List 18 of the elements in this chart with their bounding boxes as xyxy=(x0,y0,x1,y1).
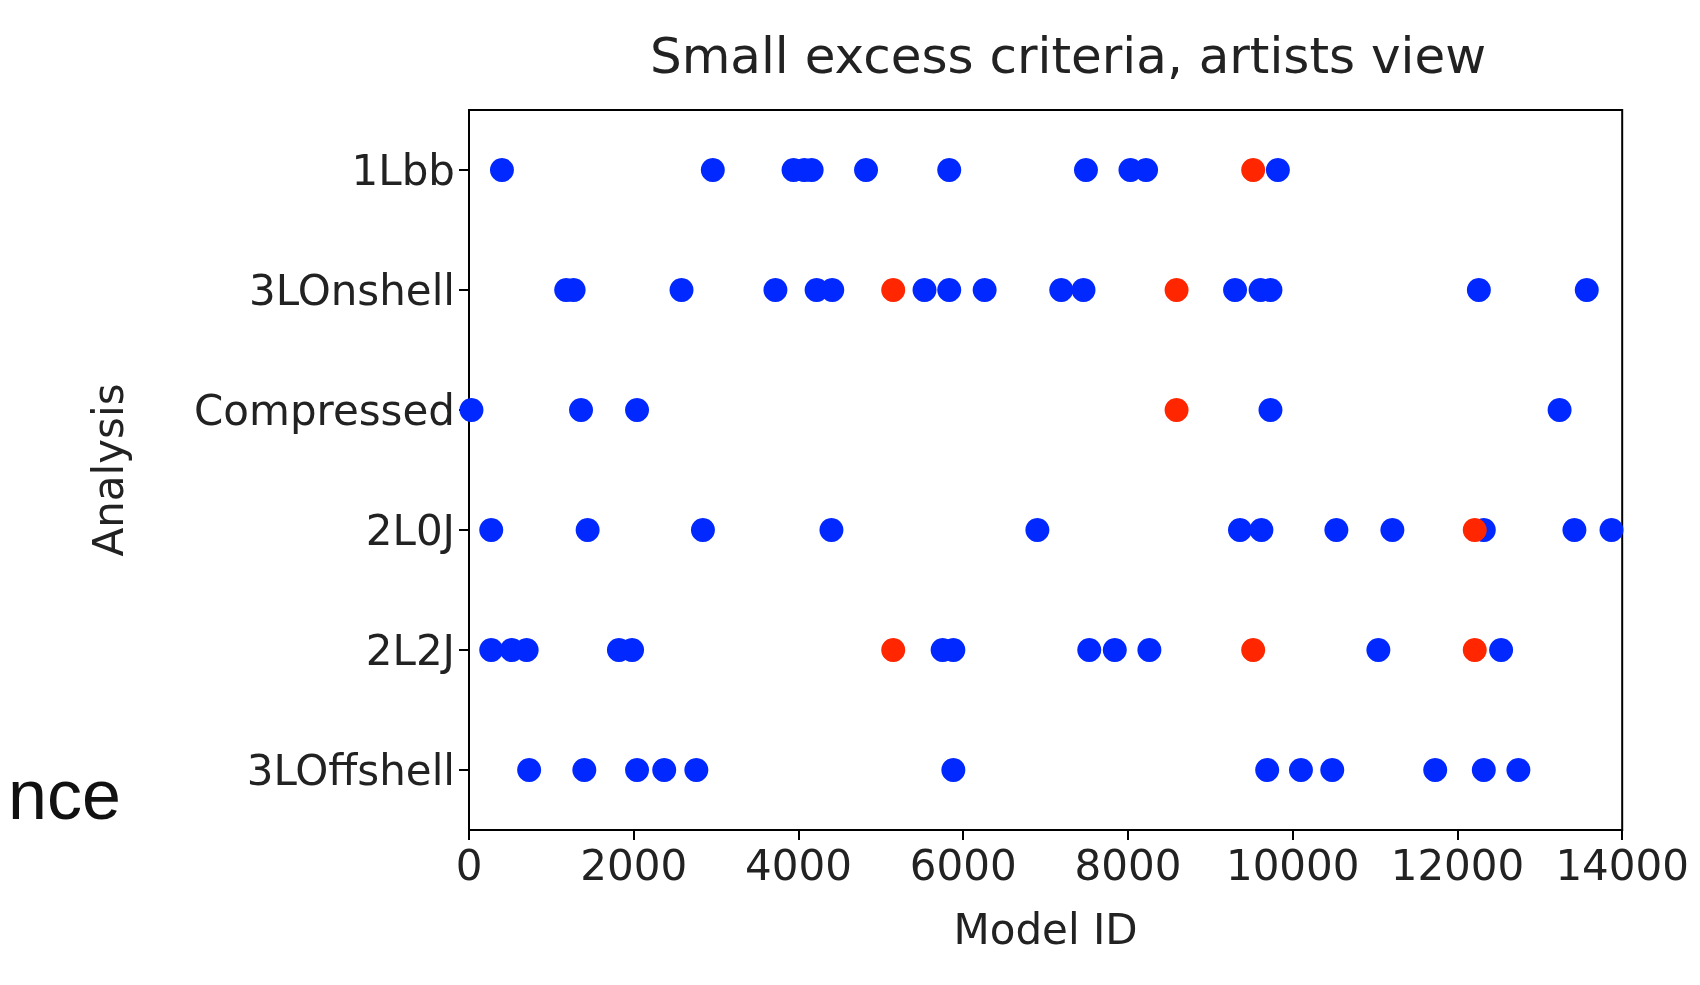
x-tick-label: 12000 xyxy=(1390,840,1525,890)
y-tick-label: Compressed xyxy=(193,385,455,435)
y-axis-title: Analysis xyxy=(83,383,133,557)
x-tick-label: 8000 xyxy=(1074,840,1182,890)
x-tick-label: 10000 xyxy=(1225,840,1360,890)
text: nce xyxy=(8,756,121,834)
x-tick-label: 14000 xyxy=(1555,840,1689,890)
x-tick-label: 2000 xyxy=(580,840,688,890)
chart-title: Small excess criteria, artists view xyxy=(649,27,1487,85)
y-tick-label: 1Lbb xyxy=(351,145,455,195)
x-tick-label: 4000 xyxy=(745,840,852,890)
x-tick-label: 0 xyxy=(455,840,483,890)
x-axis-title: Model ID xyxy=(953,904,1138,954)
y-tick-label: 2L0J xyxy=(365,505,455,555)
y-tick-label: 3LOffshell xyxy=(246,745,455,795)
y-tick-label: 3LOnshell xyxy=(249,265,455,315)
y-tick-label: 2L2J xyxy=(365,625,455,675)
x-tick-label: 6000 xyxy=(909,840,1017,890)
